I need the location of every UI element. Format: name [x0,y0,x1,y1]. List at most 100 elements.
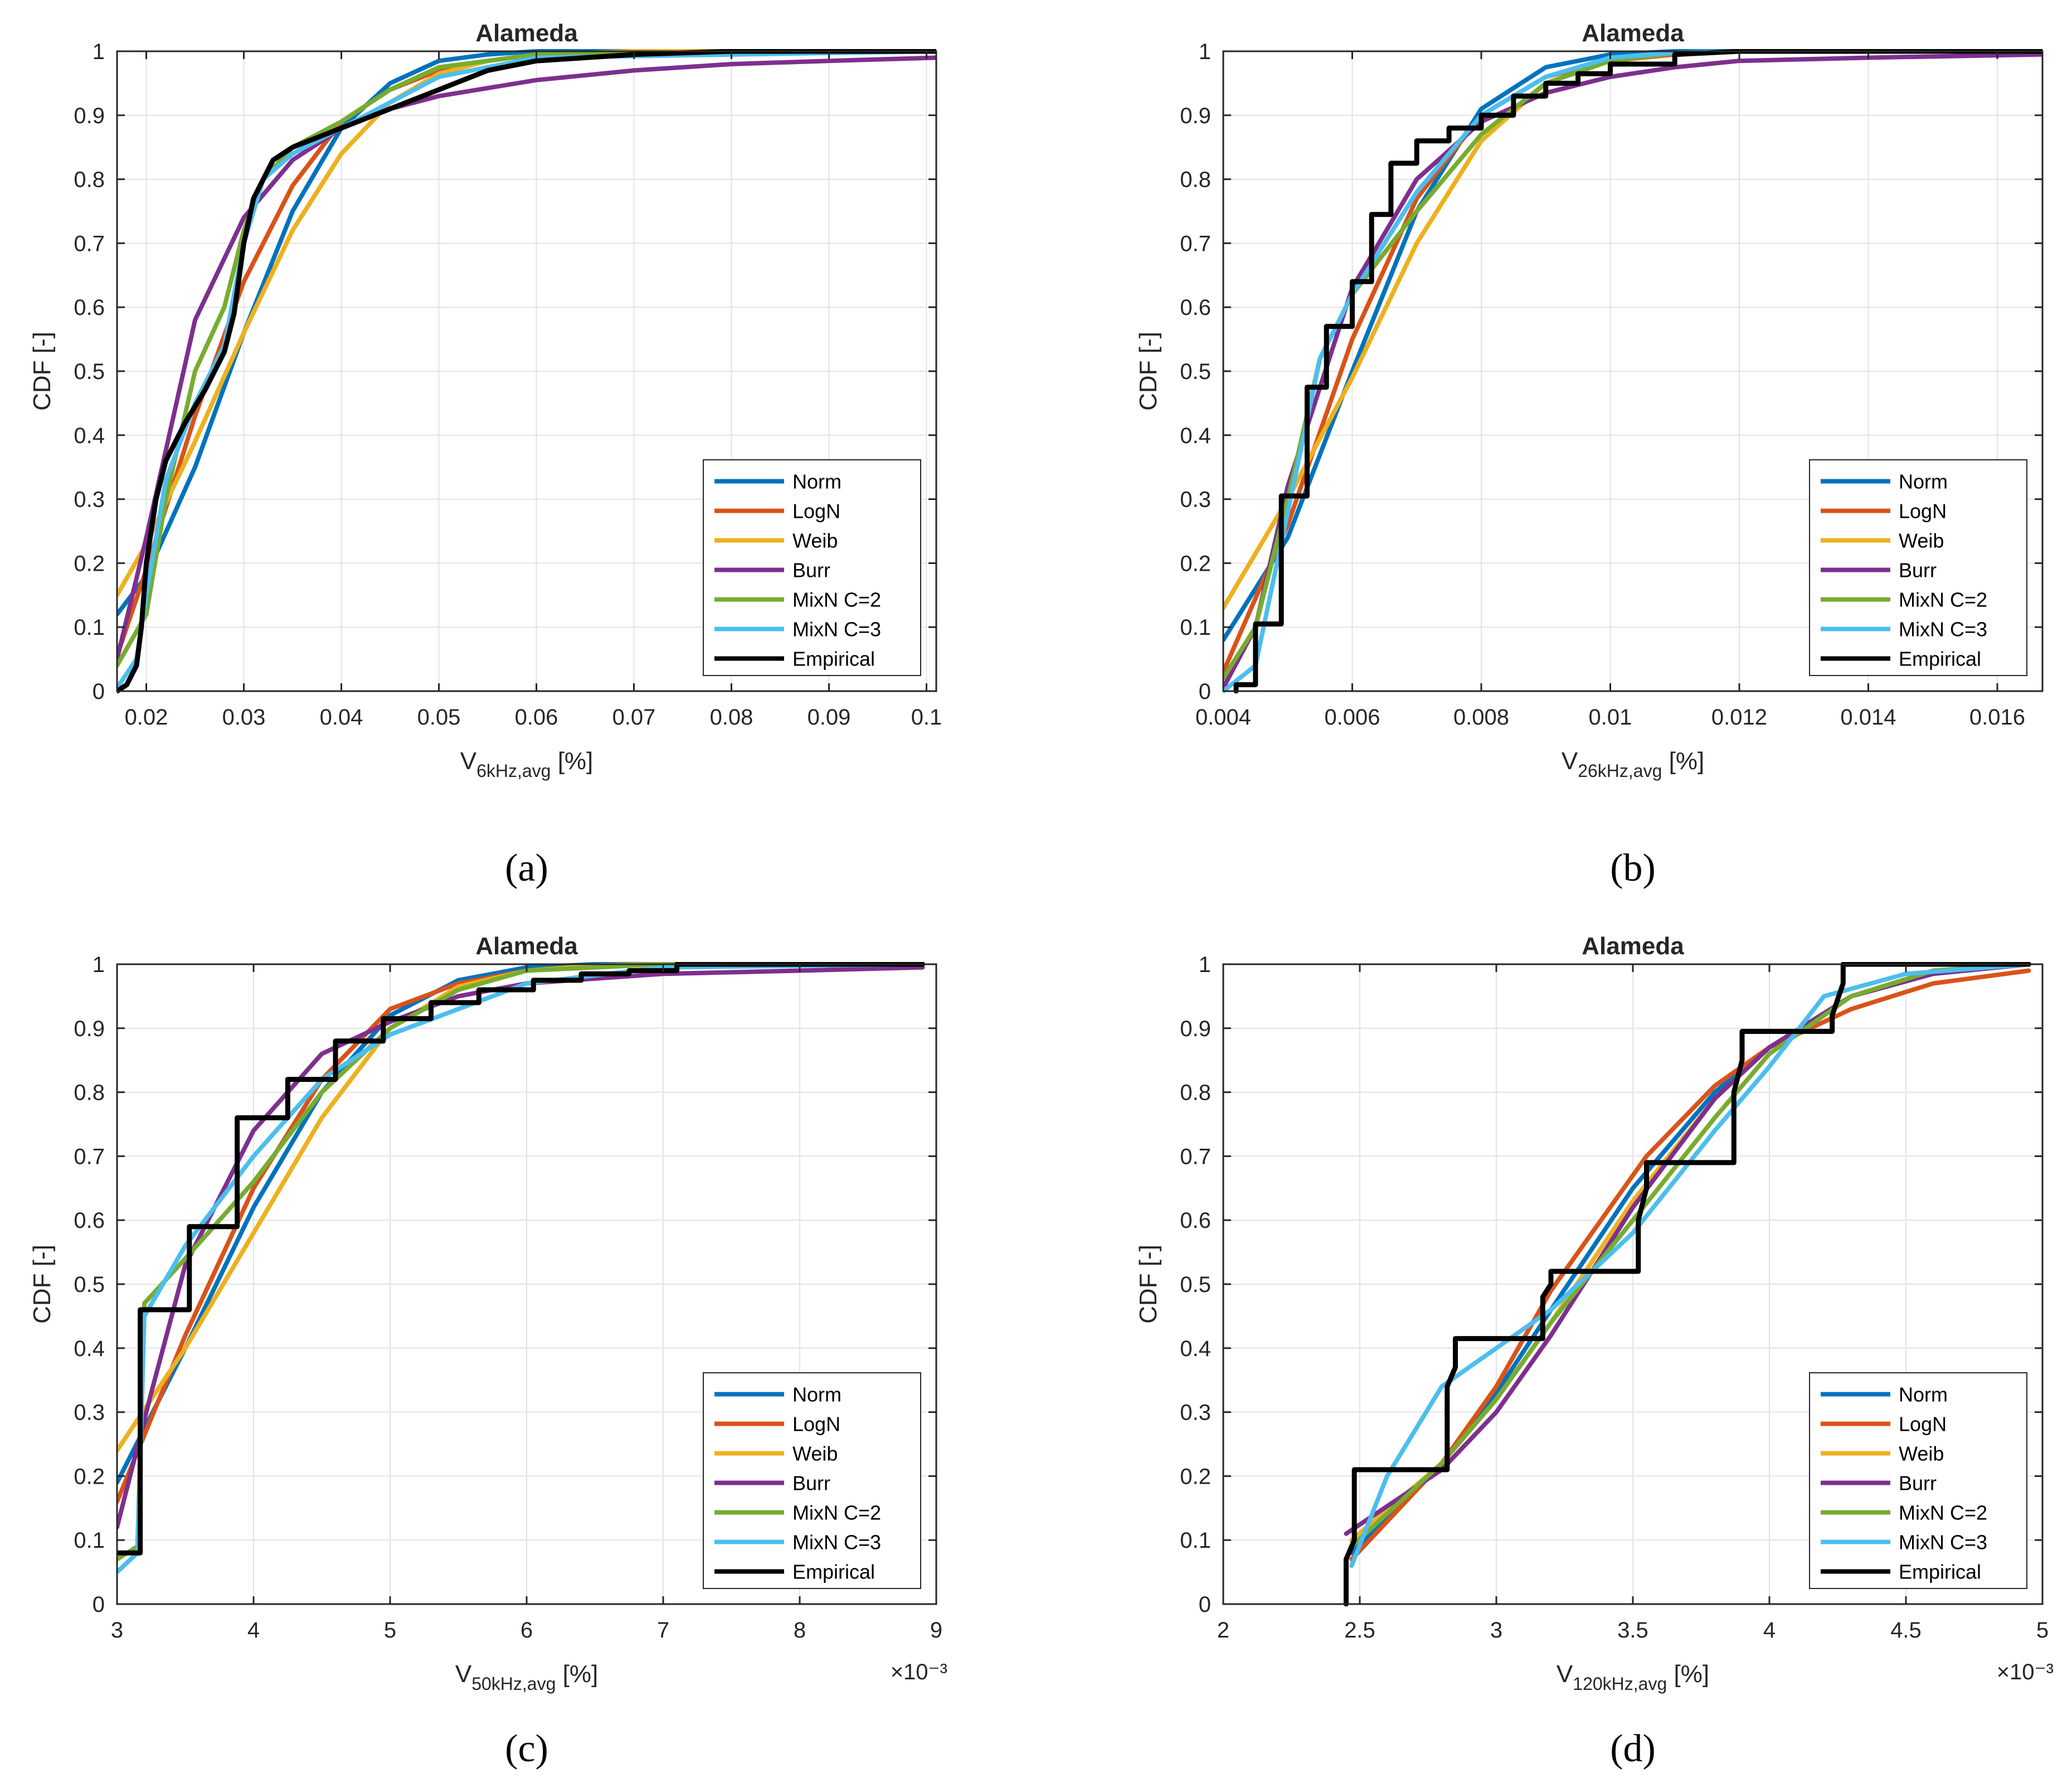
chart-panel-b: 0.004 0.006 0.008 0.01 0.012 0.014 0.016 0 0.1 0.… [1135,20,2044,890]
legend-entry-label: Burr [1899,1472,1937,1495]
y-tick-label: 0.6 [74,1208,105,1233]
legend-entry-label: Norm [1899,470,1948,493]
x-tick-label: 5 [2036,1618,2049,1643]
y-tick-label: 0.5 [1180,1272,1211,1297]
legend-entry-label: Weib [1899,1442,1944,1465]
x-tick-label: 4 [1763,1618,1776,1643]
x-tick-label: 0.07 [612,705,656,730]
x-tick-label: 3 [1490,1618,1502,1643]
y-tick-label: 0.1 [74,615,105,640]
legend-entry-label: Empirical [1899,648,1981,671]
legend-entry-label: LogN [1899,500,1947,523]
x-axis-label-main: V [460,747,477,775]
y-tick-label: 0.7 [74,1144,105,1169]
legend-entry-label: Norm [792,470,842,493]
y-tick-label: 0.8 [1180,1081,1211,1105]
chart-title: Alameda [1582,932,1684,960]
y-tick-label: 0.8 [74,1081,105,1105]
y-tick-label: 0.5 [74,359,105,384]
y-tick-label: 0.2 [74,1464,105,1489]
x-axis-label: V50kHz,avg [%] [455,1660,598,1694]
y-tick-label: 0.6 [1180,295,1211,320]
x-axis-exponent: ×10⁻³ [1997,1660,2054,1684]
x-tick-label: 0.04 [320,705,363,730]
x-axis-label-main: V [455,1660,472,1688]
chart-panel-c: 3 4 5 6 7 8 9 0 0.1 0.2 0.3 0.4 0.5 0.6 0.7 0.8 0.9 1 Alam… [28,932,947,1770]
legend-entry-label: MixN C=2 [1899,589,1987,611]
y-tick-label: 0.2 [74,551,105,576]
y-tick-label: 0.8 [1180,168,1211,192]
y-tick-label: 0.5 [1180,359,1211,384]
legend: Norm LogN Weib Burr MixN C=2 MixN C=3 Empirica… [703,459,921,676]
y-tick-label: 0.6 [74,295,105,320]
y-tick-label: 0.3 [74,1401,105,1425]
legend-entry-label: MixN C=3 [792,618,881,641]
x-tick-label: 4.5 [1890,1618,1922,1643]
y-tick-label: 0.4 [1180,424,1211,448]
x-axis-label-unit: [%] [551,747,593,775]
chart-panel-d: 2 2.5 3 3.5 4 4.5 5 0 0.1 0.2 0.3 0.4 0.5 0.6 0.7 0.8 0.… [1135,932,2054,1770]
x-tick-label: 0.05 [417,705,461,730]
x-axis-label-subscript: 120kHz,avg [1573,1674,1667,1694]
x-tick-label: 0.016 [1969,705,2025,730]
legend-entry-label: LogN [1899,1413,1947,1436]
legend-entry-label: Weib [1899,529,1944,552]
x-tick-label: 9 [930,1618,942,1643]
y-tick-label: 0.9 [1180,104,1211,128]
y-tick-label: 0.9 [74,1017,105,1041]
legend-entry-label: MixN C=2 [792,1502,881,1524]
x-tick-label: 3.5 [1617,1618,1648,1643]
legend-entry-label: Empirical [792,648,875,671]
legend-entry-label: Burr [792,1472,830,1495]
legend-entry-label: MixN C=2 [1899,1502,1987,1524]
legend-entry-label: MixN C=3 [1899,618,1987,641]
series-line-empirical [1344,962,2031,1606]
y-tick-label: 0.7 [1180,1144,1211,1169]
chart-title: Alameda [475,20,578,47]
panel-caption: (a) [505,847,548,890]
y-tick-label: 0.7 [74,231,105,256]
chart-panel-a: 0.02 0.03 0.04 0.05 0.06 0.07 0.08 0.09 0.1 0 0.1 0… [28,20,942,890]
x-tick-label: 0.09 [808,705,851,730]
legend-entry-label: Burr [1899,559,1937,582]
x-tick-label: 0.03 [222,705,266,730]
panel-caption: (d) [1610,1727,1656,1770]
y-tick-label: 0.1 [1180,615,1211,640]
x-tick-label: 4 [247,1618,260,1643]
x-tick-label: 0.008 [1453,705,1509,730]
chart-title: Alameda [1582,20,1684,47]
legend: Norm LogN Weib Burr MixN C=2 MixN C=3 Empirica… [1809,1372,2027,1589]
x-tick-label: 0.01 [1589,705,1632,730]
x-axis-label-subscript: 6kHz,avg [476,761,551,781]
y-tick-label: 0 [1199,679,1211,704]
legend: Norm LogN Weib Burr MixN C=2 MixN C=3 Empirica… [1809,459,2027,676]
series-line-empirical [1233,49,2042,693]
x-tick-label: 0.1 [911,705,942,730]
series-line-logn [1349,968,2031,1562]
y-tick-label: 0.2 [1180,551,1211,576]
x-tick-label: 0.02 [125,705,168,730]
y-tick-label: 0.3 [1180,488,1211,512]
series-group [117,49,936,693]
series-line-mixn-c-2 [1349,962,2031,1549]
y-tick-label: 0.4 [74,1337,105,1361]
x-tick-label: 0.06 [515,705,558,730]
series-line-mixn-c-3 [1349,962,2031,1568]
y-tick-label: 0 [1199,1592,1211,1617]
panel-caption: (b) [1610,847,1656,890]
x-axis-label: V120kHz,avg [%] [1557,1660,1709,1694]
x-axis-label-main: V [1562,747,1578,775]
legend-entry-label: Weib [792,529,838,552]
y-tick-label: 0.4 [74,424,105,448]
y-tick-label: 0.9 [1180,1017,1211,1041]
x-axis-label: V6kHz,avg [%] [460,747,594,781]
series-group [1344,962,2031,1606]
legend-entry-label: Norm [1899,1383,1948,1406]
y-tick-label: 0.6 [1180,1208,1211,1233]
legend-entry-label: LogN [792,1413,840,1436]
x-tick-label: 6 [521,1618,533,1643]
x-tick-label: 7 [657,1618,669,1643]
legend-entry-label: Empirical [1899,1561,1981,1583]
x-tick-label: 5 [384,1618,396,1643]
